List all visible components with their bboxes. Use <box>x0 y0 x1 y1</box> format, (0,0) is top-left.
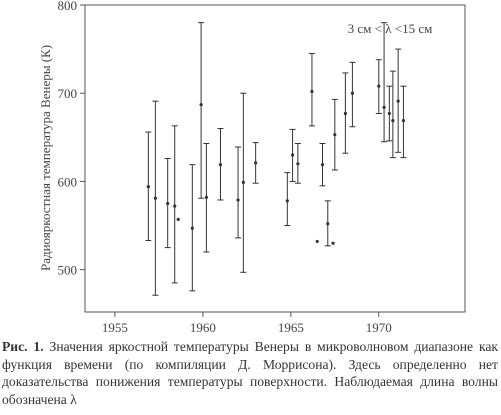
data-point <box>401 118 406 123</box>
data-point <box>391 118 395 123</box>
data-point <box>290 153 295 157</box>
data-point <box>387 111 391 116</box>
data-point <box>382 105 386 109</box>
data-point <box>218 163 223 167</box>
data-point <box>285 199 289 203</box>
y-tick-label: 500 <box>58 263 78 278</box>
caption: Рис. 1. Значения яркостной температуры В… <box>2 338 498 408</box>
y-axis-label: Радиояркостная температура Венеры (К) <box>38 45 53 271</box>
data-point <box>315 239 319 244</box>
annotation: 3 см < λ <15 см <box>348 21 433 36</box>
data-point <box>176 217 180 221</box>
x-tick-label: 1970 <box>366 320 392 332</box>
data-point <box>190 226 194 230</box>
data-point <box>204 195 208 199</box>
x-tick-label: 1960 <box>190 320 216 332</box>
data-point <box>166 201 170 206</box>
data-point <box>350 91 355 95</box>
data-point <box>310 89 314 94</box>
data-point <box>326 222 330 226</box>
y-tick-label: 800 <box>58 0 78 13</box>
data-point <box>396 99 400 103</box>
data-point <box>254 161 258 165</box>
data-point <box>146 185 150 189</box>
caption-text: Значения яркостной температуры Венеры в … <box>2 339 498 407</box>
data-point <box>199 103 203 107</box>
y-tick-label: 600 <box>58 174 78 189</box>
data-point <box>173 204 177 208</box>
data-point <box>296 162 300 166</box>
data-point <box>331 241 335 245</box>
plot-frame <box>84 4 466 313</box>
data-point <box>343 111 347 116</box>
data-point <box>377 84 381 88</box>
data-point <box>153 196 157 200</box>
caption-label: Рис. 1. <box>2 339 44 354</box>
data-point <box>236 198 240 202</box>
data-point <box>333 133 337 137</box>
chart: Радиояркостная температура Венеры (К) 3 … <box>38 0 466 332</box>
data-point <box>241 180 245 184</box>
y-tick-label: 700 <box>58 86 78 101</box>
x-tick-label: 1965 <box>278 320 304 332</box>
data-point <box>320 163 325 167</box>
x-tick-label: 1955 <box>102 320 128 332</box>
